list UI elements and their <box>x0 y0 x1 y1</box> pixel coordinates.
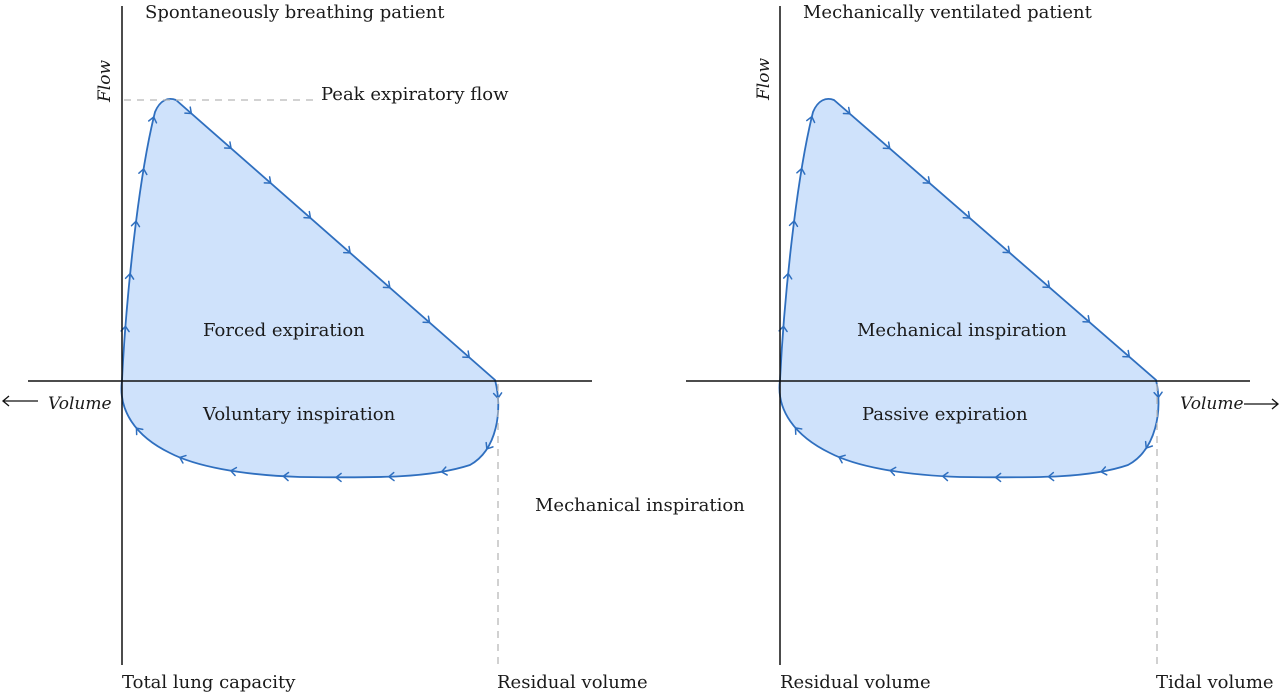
direction-chevron-icon <box>335 472 342 483</box>
direction-chevron-icon <box>343 245 351 254</box>
left-flow-axis-label: Flow <box>95 60 115 103</box>
direction-chevron-icon <box>130 220 141 228</box>
right-flow-volume-loop <box>778 98 1160 479</box>
left-residual-volume-label: Residual volume <box>497 672 648 693</box>
passive-expiration-label: Passive expiration <box>862 404 1028 425</box>
direction-chevron-icon <box>135 427 144 436</box>
direction-chevron-icon <box>138 168 148 176</box>
mechanical-inspiration-middle-label: Mechanical inspiration <box>535 495 745 516</box>
arrow-left-icon <box>1 395 38 407</box>
direction-chevron-icon <box>263 176 272 184</box>
left-flow-volume-loop <box>120 98 500 479</box>
direction-chevron-icon <box>440 466 448 476</box>
direction-chevron-icon <box>782 272 793 280</box>
right-volume-axis-label: Volume <box>1180 394 1244 414</box>
direction-chevron-icon <box>882 141 891 150</box>
direction-chevron-icon <box>303 210 312 219</box>
direction-chevron-icon <box>1047 471 1055 482</box>
direction-chevron-icon <box>788 220 799 228</box>
direction-chevron-icon <box>1100 466 1108 476</box>
direction-chevron-icon <box>485 441 494 450</box>
direction-chevron-icon <box>1082 315 1091 323</box>
mechanical-inspiration-region-label: Mechanical inspiration <box>857 320 1067 341</box>
right-panel: Mechanically ventilated patient Flow Mec… <box>686 2 1280 693</box>
direction-chevron-icon <box>179 454 187 464</box>
direction-chevron-icon <box>994 472 1002 483</box>
direction-chevron-icon <box>1042 280 1051 289</box>
forced-expiration-label: Forced expiration <box>203 320 365 341</box>
arrow-right-icon <box>1244 398 1280 410</box>
direction-chevron-icon <box>962 210 971 219</box>
direction-chevron-icon <box>147 116 158 124</box>
direction-chevron-icon <box>230 466 238 477</box>
right-panel-title: Mechanically ventilated patient <box>803 2 1093 23</box>
total-lung-capacity-label: Total lung capacity <box>122 672 296 693</box>
voluntary-inspiration-label: Voluntary inspiration <box>202 404 396 425</box>
direction-chevron-icon <box>1002 245 1011 254</box>
left-volume-axis-label: Volume <box>48 394 112 414</box>
right-residual-volume-label: Residual volume <box>780 672 931 693</box>
left-panel-title: Spontaneously breathing patient <box>145 2 445 23</box>
direction-chevron-icon <box>806 115 816 124</box>
direction-chevron-icon <box>422 315 431 324</box>
direction-chevron-icon <box>794 427 803 435</box>
direction-chevron-icon <box>1153 391 1163 399</box>
left-panel: Spontaneously breathing patient Flow Pea… <box>1 2 648 693</box>
direction-chevron-icon <box>184 106 193 115</box>
direction-chevron-icon <box>1144 440 1154 449</box>
peak-expiratory-flow-label: Peak expiratory flow <box>321 84 509 105</box>
right-direction-arrows <box>778 106 1163 483</box>
direction-chevron-icon <box>922 176 931 184</box>
direction-chevron-icon <box>462 350 471 359</box>
direction-chevron-icon <box>124 272 135 280</box>
direction-chevron-icon <box>842 106 851 115</box>
direction-chevron-icon <box>796 167 806 175</box>
direction-chevron-icon <box>889 466 897 477</box>
direction-chevron-icon <box>388 471 395 482</box>
direction-chevron-icon <box>1122 349 1131 358</box>
direction-chevron-icon <box>282 471 290 482</box>
left-direction-arrows <box>120 106 503 483</box>
direction-chevron-icon <box>941 471 949 482</box>
right-flow-axis-label: Flow <box>754 58 774 101</box>
direction-chevron-icon <box>382 280 391 289</box>
direction-chevron-icon <box>838 454 846 464</box>
direction-chevron-icon <box>223 141 232 150</box>
tidal-volume-label: Tidal volume <box>1156 672 1274 693</box>
